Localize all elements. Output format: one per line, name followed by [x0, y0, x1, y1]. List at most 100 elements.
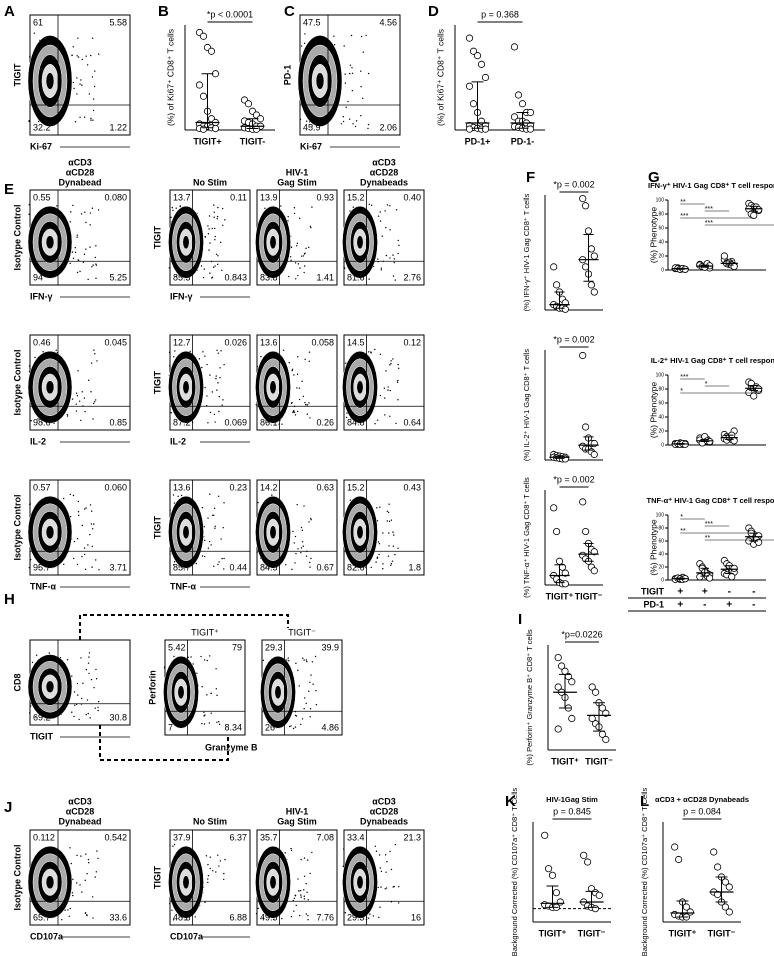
- panel-letter: D: [428, 3, 439, 20]
- event: [223, 872, 225, 875]
- event: [302, 255, 305, 257]
- event: [305, 555, 308, 557]
- event: [257, 907, 259, 910]
- event: [390, 519, 393, 521]
- event: [388, 545, 390, 547]
- event: [94, 707, 96, 709]
- column-header: Dynabeads: [360, 177, 408, 187]
- data-point: [473, 52, 482, 60]
- event: [80, 657, 82, 659]
- event: [192, 663, 194, 665]
- x-axis-label: TNF-α: [30, 581, 56, 591]
- event: [397, 363, 399, 366]
- density-contour: [177, 685, 185, 700]
- event: [303, 857, 306, 859]
- event: [78, 514, 80, 517]
- event: [79, 884, 81, 886]
- quadrant-percent: 13.9: [260, 192, 278, 202]
- event: [74, 251, 77, 254]
- data-point: [587, 245, 596, 253]
- y-axis-label: Isotype Control: [12, 204, 22, 270]
- event: [76, 234, 79, 236]
- event: [89, 212, 92, 214]
- event: [77, 511, 80, 513]
- event: [333, 44, 336, 46]
- event: [204, 386, 206, 389]
- event: [210, 544, 212, 546]
- event: [386, 860, 388, 863]
- event: [169, 364, 171, 367]
- event: [208, 215, 211, 217]
- event: [207, 875, 210, 877]
- data-point: [554, 683, 562, 691]
- event: [169, 509, 171, 511]
- data-point: [730, 437, 738, 445]
- x-tick-label: PD-1+: [465, 136, 491, 146]
- event: [90, 391, 92, 393]
- x-tick-label: TIGIT⁻: [585, 756, 613, 766]
- event: [92, 98, 95, 100]
- event: [83, 553, 86, 556]
- column-header: αCD3: [372, 157, 396, 167]
- event: [298, 890, 300, 892]
- event: [206, 363, 208, 366]
- data-point: [730, 564, 738, 572]
- event: [38, 566, 40, 569]
- table-sign: -: [752, 587, 755, 598]
- event: [369, 913, 371, 915]
- event: [91, 76, 94, 78]
- event: [273, 918, 275, 921]
- panel-letter: G: [648, 169, 660, 186]
- event: [203, 555, 206, 558]
- event: [296, 410, 299, 413]
- column-header: Dynabead: [58, 816, 101, 826]
- x-tick-label: TIGIT⁻: [575, 591, 603, 601]
- y-tick-label: 20: [658, 253, 664, 259]
- quadrant-percent: 35.7: [260, 832, 278, 842]
- event: [386, 204, 389, 206]
- event: [207, 517, 209, 519]
- event: [315, 689, 317, 692]
- event: [380, 269, 383, 271]
- event: [374, 348, 376, 351]
- event: [378, 543, 381, 545]
- event: [397, 379, 399, 382]
- event: [171, 206, 173, 209]
- event: [81, 58, 83, 61]
- panel-letter: H: [4, 591, 15, 608]
- event: [61, 918, 63, 921]
- event: [211, 277, 213, 279]
- event: [300, 894, 302, 896]
- quadrant-percent: 13.7: [173, 192, 191, 202]
- event: [309, 681, 311, 684]
- table-sign: -: [728, 587, 731, 598]
- event: [387, 386, 389, 388]
- quadrant-percent: 2.06: [379, 122, 397, 132]
- column-header: Dynabead: [58, 177, 101, 187]
- event: [79, 270, 81, 273]
- event: [83, 253, 86, 256]
- event: [309, 716, 311, 718]
- data-point: [725, 908, 733, 916]
- event: [218, 865, 220, 867]
- event: [77, 259, 79, 261]
- event: [28, 213, 30, 215]
- event: [91, 37, 94, 39]
- event: [281, 917, 283, 920]
- event: [76, 55, 78, 57]
- quadrant-percent: 49.5: [260, 912, 278, 922]
- event: [92, 264, 94, 266]
- event: [384, 397, 386, 399]
- event: [280, 205, 282, 207]
- event: [207, 225, 209, 227]
- event: [55, 349, 57, 351]
- event: [256, 551, 258, 554]
- event: [48, 652, 51, 654]
- x-axis-label: IFN-γ: [30, 291, 53, 301]
- quadrant-percent: 13.6: [260, 337, 278, 347]
- event: [289, 256, 292, 258]
- event: [91, 528, 94, 530]
- event: [70, 211, 72, 213]
- event: [95, 245, 97, 247]
- event: [206, 659, 208, 662]
